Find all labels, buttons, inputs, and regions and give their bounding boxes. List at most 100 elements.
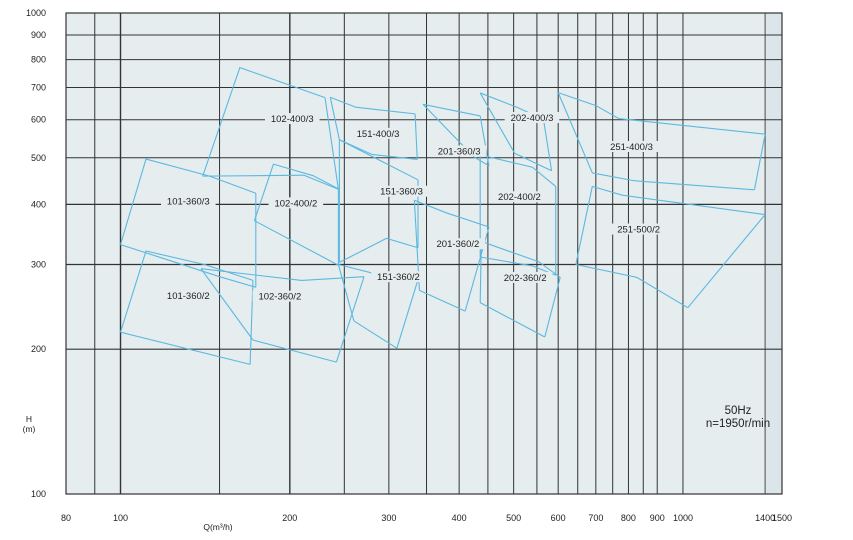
region-151-360-2-left-edge [337, 264, 355, 322]
region-151-360-2-bottom-curve [353, 320, 398, 349]
x-tick-label: 400 [452, 513, 467, 523]
region-label-bg [604, 141, 659, 153]
y-tick-label: 500 [31, 153, 46, 163]
region-label-151-400-3: 151-400/3 [357, 129, 400, 140]
y-tick-label: 900 [31, 30, 46, 40]
region-202-360-2-right-edge [544, 277, 561, 338]
x-tick-label: 100 [113, 513, 128, 523]
region-label-201-360-2: 201-360/2 [437, 239, 480, 250]
region-label-202-360-2: 202-360/2 [504, 273, 547, 284]
region-label-102-400-2: 102-400/2 [274, 198, 317, 209]
x-tick-label: 900 [650, 513, 665, 523]
region-label-251-400-3: 251-400/3 [610, 142, 653, 153]
x-tick-label: 1000 [673, 513, 693, 523]
y-tick-label: 800 [31, 55, 46, 65]
region-201-360-2-top-curve [414, 199, 490, 228]
region-101-360-3-bottom-curve [120, 244, 256, 288]
region-102-360-2-top-curve [200, 268, 365, 281]
region-label-102-400-3: 102-400/3 [271, 114, 314, 125]
region-labels: 101-360/3 101-360/2 102-400/3 102-400/2 102-… [161, 112, 666, 303]
region-251-500-2-right-edge [687, 214, 766, 309]
region-label-bg [252, 290, 308, 302]
region-label-251-500-2: 251-500/2 [617, 225, 660, 236]
region-label-bg [371, 271, 426, 283]
region-202-400-3-left-edge [479, 92, 516, 154]
plot-background-right-band [765, 13, 782, 494]
y-tick-label: 100 [31, 489, 46, 499]
region-202-360-2-top-curve [481, 240, 561, 278]
region-102-360-2-right-edge [335, 276, 365, 363]
region-label-bg [492, 191, 547, 203]
region-label-bg [497, 271, 553, 283]
region-label-201-360-3: 201-360/3 [438, 146, 481, 157]
region-251-500-2-left-edge [575, 186, 593, 265]
x-tick-label: 1400 [755, 513, 775, 523]
region-label-bg [374, 185, 429, 197]
region-201-360-2-bottom-curve [419, 289, 466, 312]
y-axis-label-line2: (m) [23, 424, 36, 434]
y-axis-label-line1: H [26, 414, 32, 424]
region-label-151-360-2: 151-360/2 [377, 272, 420, 283]
x-tick-label: 500 [506, 513, 521, 523]
y-tick-label: 300 [31, 260, 46, 270]
region-102-400-3-left-edge [202, 174, 305, 177]
region-102-400-2-top-curve [253, 163, 339, 221]
region-label-101-360-3: 101-360/3 [167, 196, 210, 207]
region-151-360-3-top-curve [339, 139, 419, 181]
region-151-400-3-left-edge [329, 97, 340, 140]
region-102-400-3-top-curve [202, 66, 326, 177]
plot-frame [65, 12, 783, 495]
region-label-102-360-2: 102-360/2 [258, 292, 301, 303]
region-151-360-3-bottom-curve [339, 237, 419, 263]
region-251-400-3-left-edge [557, 92, 593, 174]
x-tick-label: 800 [621, 513, 636, 523]
region-251-500-2-bottom-curve [575, 263, 689, 309]
y-tick-label: 700 [31, 83, 46, 93]
region-251-400-3-top-curve [557, 92, 766, 135]
x-tick-label: 600 [551, 513, 566, 523]
region-102-360-2-left-edge [200, 268, 254, 341]
region-label-bg [430, 238, 486, 250]
plot-background [66, 13, 782, 494]
y-tick-label: 200 [31, 344, 46, 354]
region-202-400-2-top-curve [480, 154, 557, 187]
region-label-202-400-2: 202-400/2 [498, 192, 541, 203]
region-102-400-3-bottom-curve [303, 174, 339, 190]
region-102-400-2-bottom-curve [254, 220, 339, 266]
region-label-bg [161, 289, 216, 301]
region-201-360-3-top-curve [422, 103, 481, 117]
region-251-500-2-top-curve [592, 185, 766, 216]
region-202-360-2-left-edge [479, 241, 482, 303]
x-tick-label: 200 [282, 513, 297, 523]
region-151-400-3-right-edge [414, 113, 418, 160]
region-101-360-2-right-edge [249, 280, 254, 365]
y-tick-label: 1000 [26, 8, 46, 18]
region-151-400-3-bottom-curve [339, 139, 418, 161]
region-102-400-3-right-edge [324, 97, 339, 190]
region-151-360-2-right-edge [396, 279, 419, 349]
x-tick-label: 1500 [772, 513, 792, 523]
y-tick-label: 600 [31, 115, 46, 125]
x-axis-label: Q(m³/h) [203, 522, 232, 532]
region-102-360-2-bottom-curve [252, 339, 337, 363]
region-251-400-3-right-edge [753, 134, 766, 190]
region-label-bg [611, 223, 666, 235]
region-202-360-2-bottom-curve [479, 302, 546, 338]
region-201-360-3-right-edge [479, 115, 490, 166]
region-label-bg [268, 197, 324, 209]
x-tick-label: 300 [381, 513, 396, 523]
region-label-101-360-2: 101-360/2 [167, 291, 210, 302]
speed-note-line1: 50Hz [725, 405, 752, 417]
region-201-360-3-bottom-curve [473, 156, 490, 167]
region-label-bg [431, 145, 487, 157]
region-251-400-3-bottom-curve [592, 172, 755, 191]
speed-note-line2: n=1950r/min [706, 418, 770, 430]
x-tick-label: 80 [61, 513, 71, 523]
region-label-202-400-3: 202-400/3 [511, 113, 554, 124]
region-label-151-360-3: 151-360/3 [380, 187, 423, 198]
region-label-bg [264, 113, 320, 125]
region-101-360-2-bottom-curve [120, 331, 251, 365]
region-202-400-3-right-edge [542, 119, 553, 171]
region-101-360-3-top-curve [119, 158, 256, 245]
